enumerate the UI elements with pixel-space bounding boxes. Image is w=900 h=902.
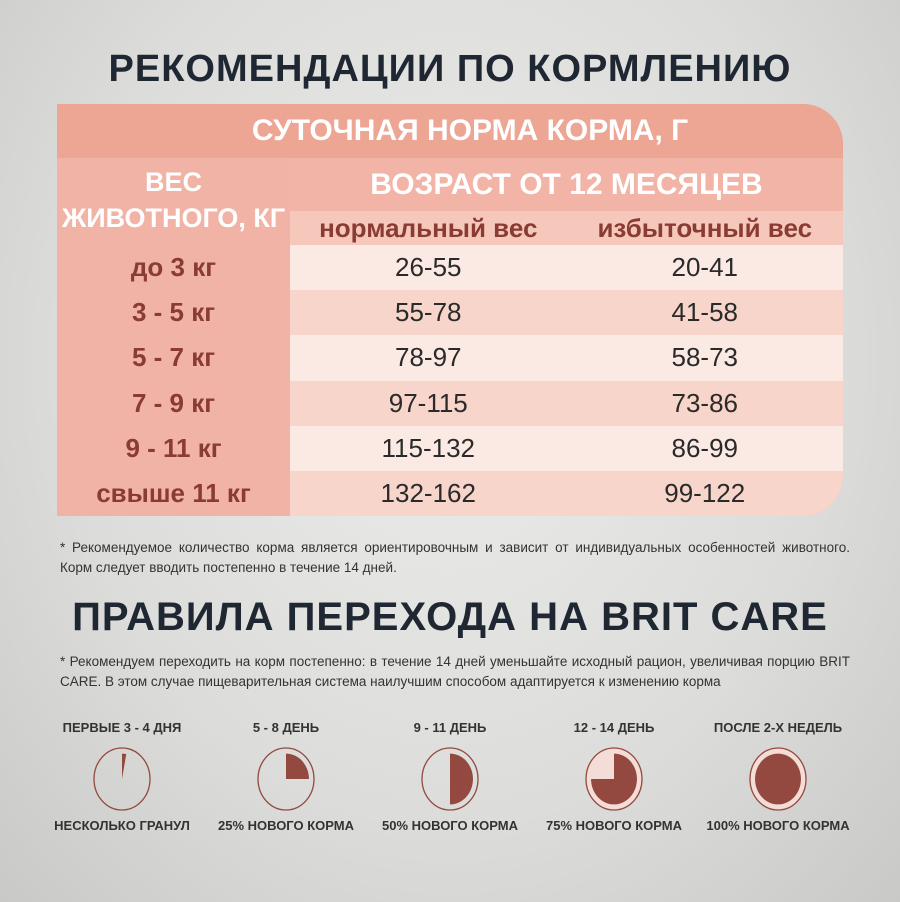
table-row: свыше 11 кг 132-162 99-122 (57, 470, 843, 516)
column-overweight: избыточный вес (597, 213, 813, 243)
normal-weight-cell: 55-78 (290, 290, 567, 336)
table-body: до 3 кг 26-55 20-41 3 - 5 кг 55-78 41-58 5 - 7… (57, 245, 843, 516)
overweight-cell: 20-41 (566, 245, 843, 291)
feeding-table: СУТОЧНАЯ НОРМА КОРМА, Г ВЕС ЖИВОТНОГО, К… (57, 104, 843, 516)
step-caption: 50% НОВОГО КОРМА (382, 818, 518, 833)
normal-weight-cell: 115-132 (290, 425, 567, 471)
transition-step: 5 - 8 ДЕНЬ 25% НОВОГО КОРМА (204, 720, 368, 833)
pie-icon (749, 747, 807, 811)
weight-cell: до 3 кг (130, 252, 217, 283)
pie-outline (93, 747, 151, 811)
age-header: ВОЗРАСТ ОТ 12 МЕСЯЦЕВ (290, 158, 843, 211)
pie-slice (450, 753, 473, 805)
weight-column-header: ВЕС ЖИВОТНОГО, КГ (57, 164, 290, 236)
page-title: РЕКОМЕНДАЦИИ ПО КОРМЛЕНИЮ (108, 48, 792, 90)
transition-step: 9 - 11 ДЕНЬ 50% НОВОГО КОРМА (368, 720, 532, 833)
step-caption: НЕСКОЛЬКО ГРАНУЛ (54, 818, 190, 833)
pie-outline (421, 747, 479, 811)
overweight-cell: 58-73 (566, 335, 843, 381)
transition-step: ПЕРВЫЕ 3 - 4 ДНЯ НЕСКОЛЬКО ГРАНУЛ (40, 720, 204, 833)
weight-label-line2: ЖИВОТНОГО, КГ (61, 203, 286, 233)
overweight-cell: 41-58 (566, 290, 843, 336)
table-row: 7 - 9 кг 97-115 73-86 (57, 380, 843, 426)
step-label: 5 - 8 ДЕНЬ (252, 720, 320, 735)
step-caption: 75% НОВОГО КОРМА (546, 818, 682, 833)
column-normal: нормальный вес (319, 213, 538, 243)
step-label: 9 - 11 ДЕНЬ (413, 720, 487, 735)
section-title: ПРАВИЛА ПЕРЕХОДА НА BRIT CARE (72, 595, 828, 639)
normal-weight-cell: 26-55 (290, 245, 567, 291)
column-subheaders: нормальный вес избыточный вес (290, 211, 843, 245)
pie-slice (591, 753, 637, 805)
pie-outline (257, 747, 315, 811)
normal-weight-cell: 78-97 (290, 335, 567, 381)
step-caption: 25% НОВОГО КОРМА (218, 818, 354, 833)
pie-slice (122, 753, 127, 779)
pie-slice (286, 753, 309, 779)
weight-cell: 9 - 11 кг (125, 432, 222, 463)
transition-step: 12 - 14 ДЕНЬ 75% НОВОГО КОРМА (532, 720, 696, 833)
weight-cell: свыше 11 кг (96, 478, 251, 509)
transition-note: * Рекомендуем переходить на корм постепе… (60, 654, 850, 689)
pie-icon (257, 747, 315, 811)
overweight-cell: 73-86 (566, 380, 843, 426)
weight-cell: 5 - 7 кг (131, 342, 216, 373)
table-row: 9 - 11 кг 115-132 86-99 (57, 425, 843, 471)
weight-cell: 3 - 5 кг (131, 297, 216, 328)
overweight-cell: 86-99 (566, 425, 843, 471)
step-label: ПОСЛЕ 2-Х НЕДЕЛЬ (713, 720, 843, 735)
pie-slice (755, 753, 801, 805)
weight-label-line1: ВЕС (144, 167, 202, 197)
transition-steps: ПЕРВЫЕ 3 - 4 ДНЯ НЕСКОЛЬКО ГРАНУЛ 5 - 8 ДЕ… (40, 720, 860, 833)
table-header: СУТОЧНАЯ НОРМА КОРМА, Г (57, 104, 843, 158)
weight-cell: 7 - 9 кг (131, 387, 216, 418)
normal-weight-cell: 97-115 (290, 380, 567, 426)
step-label: 12 - 14 ДЕНЬ (573, 720, 655, 735)
feeding-note: * Рекомендуемое количество корма являетс… (60, 540, 850, 575)
overweight-cell: 99-122 (566, 470, 843, 516)
pie-icon (421, 747, 479, 811)
table-row: 5 - 7 кг 78-97 58-73 (57, 335, 843, 381)
weight-column-bg (57, 158, 290, 516)
normal-weight-cell: 132-162 (290, 470, 567, 516)
table-row: до 3 кг 26-55 20-41 (57, 245, 843, 291)
step-caption: 100% НОВОГО КОРМА (706, 818, 850, 833)
transition-step: ПОСЛЕ 2-Х НЕДЕЛЬ 100% НОВОГО КОРМА (696, 720, 860, 833)
pie-icon (585, 747, 643, 811)
pie-icon (93, 747, 151, 811)
table-row: 3 - 5 кг 55-78 41-58 (57, 290, 843, 336)
step-label: ПЕРВЫЕ 3 - 4 ДНЯ (62, 720, 182, 735)
